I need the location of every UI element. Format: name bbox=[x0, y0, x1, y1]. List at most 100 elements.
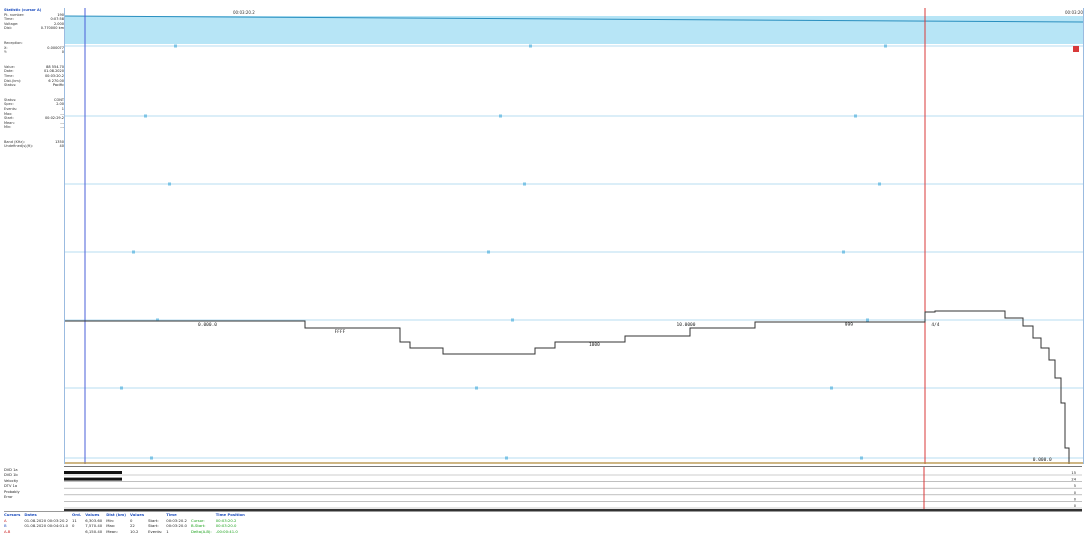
cursor-cell: 0 bbox=[130, 517, 133, 523]
statistic-value: CONT bbox=[54, 97, 64, 102]
statistic-value: 0.770000 km bbox=[40, 26, 64, 31]
cursor-cell bbox=[72, 529, 85, 535]
cursor-row[interactable]: B 01.08.2020 00:04:01.0 0 7,570.40 Max: 22 Sta… bbox=[4, 523, 249, 529]
statistic-value: --- bbox=[60, 125, 64, 130]
statistic-label: Time: bbox=[4, 17, 14, 22]
cursor-cell: 00:03:20.2 bbox=[215, 517, 237, 523]
statistics-panel: Statistic (cursor A) Pt. number: 190 Time:… bbox=[4, 8, 64, 149]
grid-marker bbox=[830, 386, 833, 390]
grid-marker bbox=[475, 386, 478, 390]
channel-end-label: 0 bbox=[1074, 497, 1077, 501]
cursor-cell: 6,303.60 bbox=[85, 517, 103, 523]
statistic-value: 2.00 bbox=[56, 102, 64, 107]
grid-marker bbox=[866, 318, 869, 322]
column-header: Time Position bbox=[215, 512, 245, 517]
cursor-cell: -00:00:41.0 bbox=[215, 528, 238, 534]
statistic-row: Y: 0 bbox=[4, 50, 64, 55]
cursor-cell: 7,570.40 bbox=[85, 523, 103, 529]
statistic-value: 6 270.00 bbox=[48, 78, 64, 83]
statistic-value: 1 bbox=[61, 106, 64, 111]
column-header: Time bbox=[166, 512, 177, 517]
channel-label: DVD 1b bbox=[4, 473, 18, 478]
cursor-cell: A-B bbox=[4, 528, 11, 534]
statistic-value: --- bbox=[60, 120, 64, 125]
channel-label: Velocity bbox=[4, 478, 19, 483]
channel-end-label: 0 bbox=[1074, 504, 1077, 508]
cursor-cell: Start: bbox=[148, 523, 159, 529]
statistic-row: Min: --- bbox=[4, 125, 64, 130]
statistic-value: 1350 bbox=[55, 139, 64, 144]
grid-marker bbox=[884, 44, 887, 48]
statistic-row: Time: 00:03:20.2 bbox=[4, 74, 64, 79]
grid-marker bbox=[156, 318, 159, 322]
channel-bar bbox=[64, 471, 122, 474]
grid-marker bbox=[860, 456, 863, 460]
grid-marker bbox=[168, 182, 171, 186]
channel-label: DVD 1a bbox=[4, 468, 18, 472]
trace-label: 10.0000 bbox=[676, 322, 695, 328]
grid-marker bbox=[842, 250, 845, 254]
cursor-cell: 01.08.2020 00:03:20.2 bbox=[24, 517, 68, 523]
statistic-label: Dist: bbox=[4, 26, 13, 31]
cursor-cell: B-Start: bbox=[190, 523, 206, 529]
cursor-cell: 01.08.2020 00:04:01.0 bbox=[24, 523, 68, 529]
grid-marker bbox=[499, 114, 502, 118]
cursor-cell: Delta(A-B): bbox=[190, 528, 212, 534]
cursor-cell: Start: bbox=[148, 517, 159, 523]
cursor-table: Cursors Dates Ord. Values Dist (km) Values Tim… bbox=[4, 511, 1082, 542]
cursor-cell: 1 bbox=[166, 528, 169, 534]
cursor-cell: B bbox=[4, 523, 7, 529]
trace-plot-canvas[interactable]: 00:03:20.2 00:03:20.2 0.000.0 FFFF 1000 10.00… bbox=[65, 8, 1083, 464]
signal-trace bbox=[65, 310, 1070, 464]
grid-marker bbox=[150, 456, 153, 460]
channel-end-label: 5 bbox=[1074, 484, 1076, 488]
column-header: Ord. bbox=[72, 512, 82, 517]
statistic-value: 2.000 bbox=[53, 21, 64, 26]
cursor-cell: 11 bbox=[72, 517, 77, 523]
statistic-label: Pt. number: bbox=[4, 12, 25, 17]
statistic-value: 00:03:20.2 bbox=[44, 73, 64, 78]
cursor-row[interactable]: A-B 6,150.40 Mean: 10.2 Events: 1 Delta(A-B): -… bbox=[4, 529, 249, 535]
trace-label: 1000 bbox=[589, 342, 600, 348]
trace-plot[interactable]: 00:03:20.200:03:20.20.000.0FFFF100010.00… bbox=[64, 8, 1084, 464]
cursor-cell: Max: bbox=[106, 523, 116, 529]
cursor-cell bbox=[24, 529, 72, 535]
statistic-label: Value: bbox=[4, 64, 15, 69]
channel-bar bbox=[64, 477, 122, 481]
channel-strip[interactable]: 15 24 5 0 0 0 bbox=[64, 466, 1082, 511]
cursor-cell: 6,150.40 bbox=[85, 528, 103, 534]
statistic-row: X: 0.000077 bbox=[4, 46, 64, 51]
statistic-label: Dist.(km): bbox=[4, 78, 22, 83]
cursor-row[interactable]: A 01.08.2020 00:03:20.2 11 6,303.60 Min: 0 Sta… bbox=[4, 518, 249, 524]
grid-marker bbox=[854, 114, 857, 118]
cursor-cell: 10.2 bbox=[130, 528, 139, 534]
statistic-value: 0 bbox=[61, 50, 64, 55]
channel-end-label: 15 bbox=[1071, 471, 1076, 475]
band-edge bbox=[65, 15, 1083, 23]
right-edge-marker[interactable] bbox=[1073, 46, 1079, 52]
cursor-cell: Events: bbox=[148, 528, 163, 534]
grid-marker bbox=[505, 456, 508, 460]
statistic-label: Status: bbox=[4, 97, 17, 102]
statistic-label: Voltage: bbox=[4, 21, 19, 26]
channel-end-label: 0 bbox=[1074, 491, 1077, 495]
channel-end-label: 24 bbox=[1071, 478, 1076, 482]
channel-label: Error bbox=[4, 495, 13, 500]
statistic-label: X: bbox=[4, 45, 8, 50]
statistic-row: Band (KHz): 1350 bbox=[4, 140, 64, 145]
channel-label: DTV 1a bbox=[4, 484, 18, 489]
trace-label: 999 bbox=[845, 322, 853, 328]
trace-label: 4/4 bbox=[931, 322, 939, 328]
statistic-label: Undefined(s)(ft): bbox=[4, 144, 33, 149]
cursor-cell: 0 bbox=[72, 523, 75, 529]
statistic-label: Date: bbox=[4, 69, 14, 74]
grid-marker bbox=[132, 250, 135, 254]
statistic-label: Reception: bbox=[4, 40, 23, 45]
statistic-label: Time: bbox=[4, 73, 14, 78]
statistic-row: Status: CONT bbox=[4, 98, 64, 103]
channel-strip-canvas[interactable]: 15 24 5 0 0 0 bbox=[64, 467, 1082, 511]
channel-labels: DVD 1a DVD 1b Velocity DTV 1a Probably Error bbox=[4, 468, 62, 500]
cursor-cell: Min: bbox=[106, 517, 115, 523]
statistic-row: Mean: --- bbox=[4, 121, 64, 126]
